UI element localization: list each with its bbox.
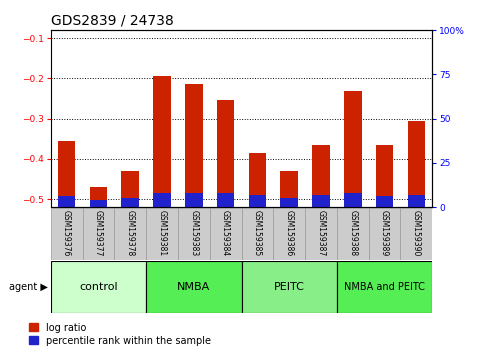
Bar	[305, 208, 337, 260]
Bar	[90, 200, 107, 207]
Text: GSM159383: GSM159383	[189, 210, 199, 256]
Bar	[242, 208, 273, 260]
Bar	[58, 196, 75, 207]
Bar	[344, 193, 362, 207]
Bar	[146, 261, 242, 313]
Bar	[344, 91, 362, 207]
Text: agent ▶: agent ▶	[10, 282, 48, 292]
Bar	[337, 208, 369, 260]
Bar	[217, 193, 234, 207]
Text: GSM159386: GSM159386	[284, 210, 294, 256]
Bar	[249, 153, 266, 207]
Bar	[58, 141, 75, 207]
Bar	[273, 208, 305, 260]
Text: GSM159377: GSM159377	[94, 210, 103, 256]
Text: GSM159389: GSM159389	[380, 210, 389, 256]
Bar	[121, 198, 139, 207]
Bar	[153, 193, 171, 207]
Bar	[281, 198, 298, 207]
Text: NMBA and PEITC: NMBA and PEITC	[344, 282, 425, 292]
Bar	[121, 171, 139, 207]
Bar	[51, 208, 83, 260]
Text: GSM159390: GSM159390	[412, 210, 421, 256]
Text: GSM159378: GSM159378	[126, 210, 135, 256]
Bar	[312, 195, 330, 207]
Bar	[217, 101, 234, 207]
Text: GDS2839 / 24738: GDS2839 / 24738	[51, 13, 173, 28]
Bar	[114, 208, 146, 260]
Bar	[51, 261, 146, 313]
Text: GSM159381: GSM159381	[157, 210, 167, 256]
Bar	[376, 196, 393, 207]
Text: GSM159387: GSM159387	[316, 210, 326, 256]
Text: GSM159388: GSM159388	[348, 210, 357, 256]
Bar	[83, 208, 114, 260]
Bar	[369, 208, 400, 260]
Bar	[249, 195, 266, 207]
Text: PEITC: PEITC	[274, 282, 305, 292]
Bar	[178, 208, 210, 260]
Bar	[376, 145, 393, 207]
Legend: log ratio, percentile rank within the sample: log ratio, percentile rank within the sa…	[29, 323, 211, 346]
Bar	[400, 208, 432, 260]
Bar	[242, 261, 337, 313]
Bar	[185, 193, 202, 207]
Bar	[210, 208, 242, 260]
Bar	[408, 195, 425, 207]
Bar	[90, 187, 107, 207]
Text: NMBA: NMBA	[177, 282, 211, 292]
Text: GSM159385: GSM159385	[253, 210, 262, 256]
Bar	[408, 121, 425, 207]
Text: GSM159376: GSM159376	[62, 210, 71, 256]
Bar	[337, 261, 432, 313]
Bar	[153, 75, 171, 207]
Bar	[146, 208, 178, 260]
Text: control: control	[79, 282, 118, 292]
Bar	[281, 171, 298, 207]
Bar	[185, 84, 202, 207]
Text: GSM159384: GSM159384	[221, 210, 230, 256]
Bar	[312, 145, 330, 207]
